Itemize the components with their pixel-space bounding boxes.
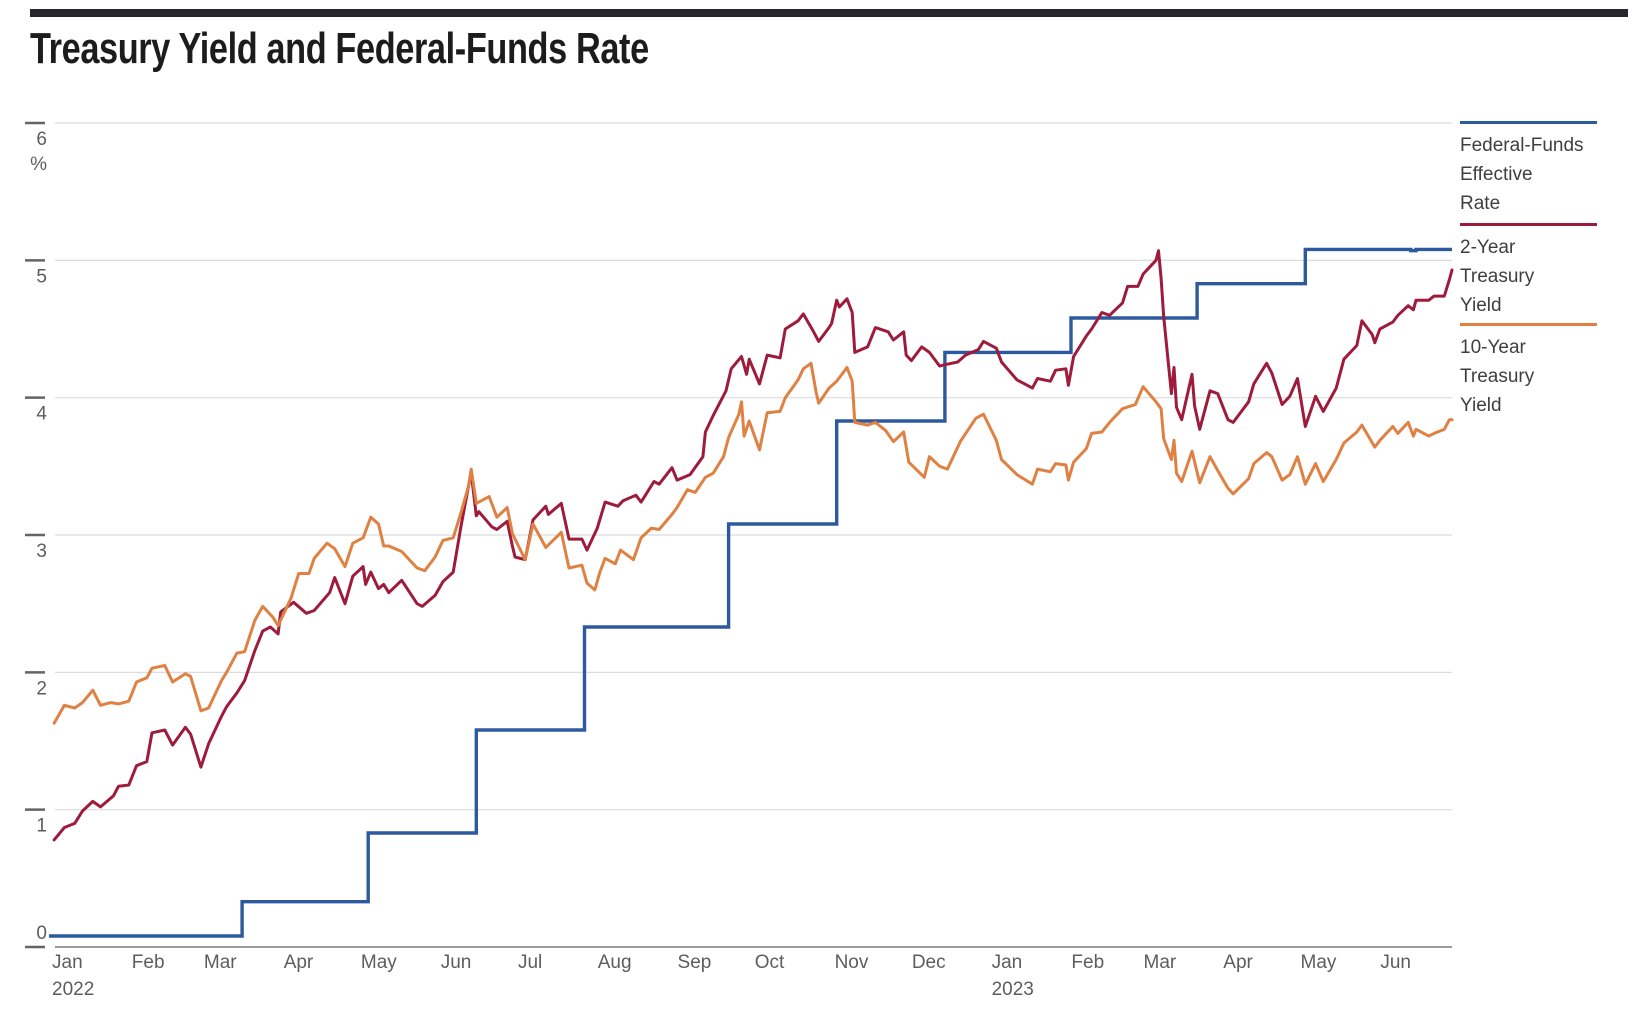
legend-label: Treasury <box>1460 266 1535 287</box>
x-tick-label: May <box>1301 952 1337 973</box>
y-tick-label: 6 <box>36 129 47 150</box>
y-tick-label: 5 <box>36 266 47 287</box>
y-tick-label: 1 <box>36 816 47 837</box>
series-line-2-year-treasury <box>52 249 1454 842</box>
x-tick-label: Feb <box>132 952 165 973</box>
legend-label: 2-Year <box>1460 237 1516 258</box>
legend-item-10-year-treasury: 10-Year Treasury Yield <box>1460 323 1597 420</box>
y-axis-unit-label: % <box>30 154 47 175</box>
x-tick-label: Apr <box>284 952 314 973</box>
x-tick-label: Nov <box>835 952 869 973</box>
y-tick-label: 0 <box>36 923 47 944</box>
x-tick-label: Oct <box>755 952 785 973</box>
y-tick-label: 3 <box>36 541 47 562</box>
x-tick-label: Mar <box>1144 952 1177 973</box>
x-tick-year-label: 2023 <box>992 979 1034 1000</box>
series-line-10-year-treasury <box>52 361 1454 725</box>
x-tick-label: Jul <box>518 952 542 973</box>
x-tick-label: Jun <box>1380 952 1411 973</box>
x-tick-label: Jun <box>441 952 472 973</box>
x-tick-label: Apr <box>1223 952 1253 973</box>
x-tick-label: Jan <box>992 952 1023 973</box>
y-tick-label: 4 <box>36 404 47 425</box>
y-tick-label: 2 <box>36 678 47 699</box>
x-tick-year-label: 2022 <box>52 979 94 1000</box>
legend-item-federal-funds: Federal-Funds Effective Rate <box>1460 121 1597 218</box>
legend-label: Federal-Funds <box>1460 135 1584 156</box>
x-tick-label: Feb <box>1071 952 1104 973</box>
legend-item-2-year-treasury: 2-Year Treasury Yield <box>1460 223 1597 320</box>
x-tick-label: May <box>361 952 397 973</box>
legend-label: Effective <box>1460 164 1533 185</box>
title-top-rule <box>30 9 1628 17</box>
x-tick-label: Mar <box>204 952 237 973</box>
legend-label: Yield <box>1460 395 1502 416</box>
legend-label: Yield <box>1460 295 1502 316</box>
x-tick-label: Dec <box>912 952 946 973</box>
x-tick-label: Sep <box>678 952 712 973</box>
legend-label: Treasury <box>1460 366 1535 387</box>
legend-label: 10-Year <box>1460 337 1526 358</box>
legend-label: Rate <box>1460 193 1501 214</box>
series-line-federal-funds-rate <box>49 247 1452 938</box>
x-tick-label: Jan <box>52 952 83 973</box>
x-tick-label: Aug <box>598 952 632 973</box>
page-title: Treasury Yield and Federal-Funds Rate <box>30 24 649 73</box>
